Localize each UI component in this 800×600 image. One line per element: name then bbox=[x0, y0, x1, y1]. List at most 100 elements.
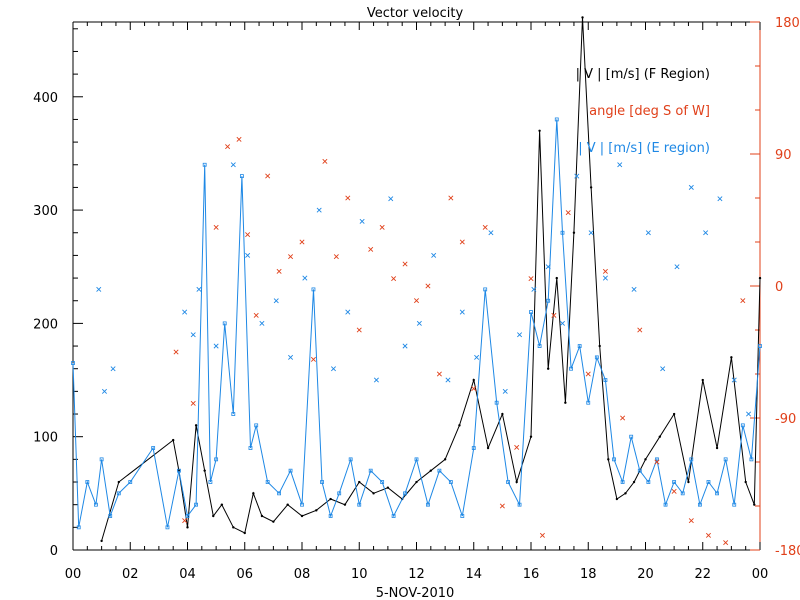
data-point bbox=[186, 526, 189, 529]
data-point bbox=[448, 480, 453, 484]
data-point bbox=[272, 520, 275, 523]
data-point bbox=[706, 480, 711, 484]
data-point bbox=[501, 412, 504, 416]
data-point bbox=[559, 320, 566, 326]
data-point bbox=[672, 412, 676, 416]
data-point bbox=[329, 497, 332, 501]
y2-tick-label: -180 bbox=[775, 544, 800, 559]
data-point bbox=[415, 480, 418, 484]
data-point bbox=[758, 276, 762, 280]
data-point bbox=[368, 246, 374, 252]
data-point bbox=[443, 458, 447, 461]
data-point bbox=[426, 502, 430, 507]
data-point bbox=[753, 503, 756, 506]
data-point bbox=[288, 254, 294, 260]
x-tick-label: 12 bbox=[408, 567, 425, 582]
data-point bbox=[674, 264, 680, 270]
data-point bbox=[260, 514, 264, 518]
data-point bbox=[663, 502, 668, 507]
data-point bbox=[337, 491, 342, 496]
data-point bbox=[660, 366, 666, 372]
data-point bbox=[196, 286, 202, 292]
data-point bbox=[577, 344, 582, 348]
data-point bbox=[322, 158, 328, 164]
data-point bbox=[531, 286, 537, 292]
data-point bbox=[572, 231, 576, 234]
data-point bbox=[715, 491, 719, 496]
data-point bbox=[330, 366, 337, 372]
data-point bbox=[637, 468, 642, 473]
data-point bbox=[85, 480, 90, 484]
data-point bbox=[602, 268, 608, 274]
data-point bbox=[173, 349, 179, 355]
data-point bbox=[372, 492, 375, 495]
data-point bbox=[607, 458, 610, 461]
legend-item: | V | [m/s] (F Region) bbox=[576, 67, 710, 82]
data-point bbox=[459, 239, 465, 245]
data-point bbox=[128, 480, 133, 484]
data-point bbox=[506, 480, 511, 484]
data-point bbox=[230, 162, 236, 168]
data-point bbox=[100, 539, 103, 543]
data-point bbox=[402, 261, 408, 267]
data-point bbox=[740, 423, 745, 428]
y-tick-label: 300 bbox=[33, 204, 58, 219]
data-point bbox=[213, 224, 219, 230]
data-point bbox=[486, 446, 490, 450]
data-point bbox=[265, 173, 271, 179]
data-point bbox=[316, 207, 322, 213]
x-tick-label: 14 bbox=[465, 567, 482, 582]
series-angle-deg-s-of-w bbox=[173, 136, 746, 546]
data-point bbox=[723, 540, 729, 546]
series-layer bbox=[71, 16, 762, 546]
data-point bbox=[644, 458, 647, 461]
data-point bbox=[94, 502, 98, 507]
data-point bbox=[529, 435, 533, 438]
data-point bbox=[474, 354, 480, 360]
data-point bbox=[551, 312, 557, 318]
data-point bbox=[637, 327, 643, 333]
data-point bbox=[194, 502, 198, 507]
x-tick-label: 10 bbox=[351, 567, 368, 582]
legend-item: | V | [m/s] (E region) bbox=[578, 141, 710, 156]
data-point bbox=[546, 298, 551, 303]
data-point bbox=[76, 525, 81, 530]
data-point bbox=[471, 446, 476, 450]
x-tick-label: 06 bbox=[236, 567, 253, 582]
data-point bbox=[502, 388, 508, 394]
series-v-m-s-f-region bbox=[100, 16, 762, 543]
data-point bbox=[586, 400, 591, 405]
data-point bbox=[311, 287, 316, 292]
series-line bbox=[101, 17, 761, 542]
data-point bbox=[358, 480, 361, 484]
data-point bbox=[588, 230, 594, 236]
data-point bbox=[645, 230, 651, 236]
data-point bbox=[646, 480, 651, 484]
data-point bbox=[277, 491, 282, 496]
data-point bbox=[185, 514, 190, 518]
data-point bbox=[413, 298, 420, 304]
data-point bbox=[515, 480, 518, 484]
data-point bbox=[165, 525, 170, 530]
data-point bbox=[254, 423, 259, 428]
data-point bbox=[273, 298, 279, 304]
data-point bbox=[333, 254, 339, 260]
x-tick-label: 00 bbox=[752, 567, 769, 582]
y2-tick-label: 180 bbox=[775, 16, 800, 31]
data-point bbox=[231, 412, 236, 416]
data-point bbox=[671, 488, 677, 494]
data-point bbox=[732, 502, 737, 507]
y-tick-label: 100 bbox=[33, 431, 58, 446]
data-point bbox=[697, 502, 702, 507]
data-point bbox=[758, 344, 762, 348]
data-point bbox=[320, 480, 324, 484]
y-tick-label: 0 bbox=[50, 544, 58, 559]
data-point bbox=[612, 457, 616, 462]
data-point bbox=[379, 224, 385, 230]
data-point bbox=[214, 457, 219, 462]
data-point bbox=[655, 457, 659, 462]
data-point bbox=[245, 252, 251, 258]
data-point bbox=[108, 514, 113, 518]
data-point bbox=[589, 186, 593, 189]
data-point bbox=[538, 129, 541, 132]
